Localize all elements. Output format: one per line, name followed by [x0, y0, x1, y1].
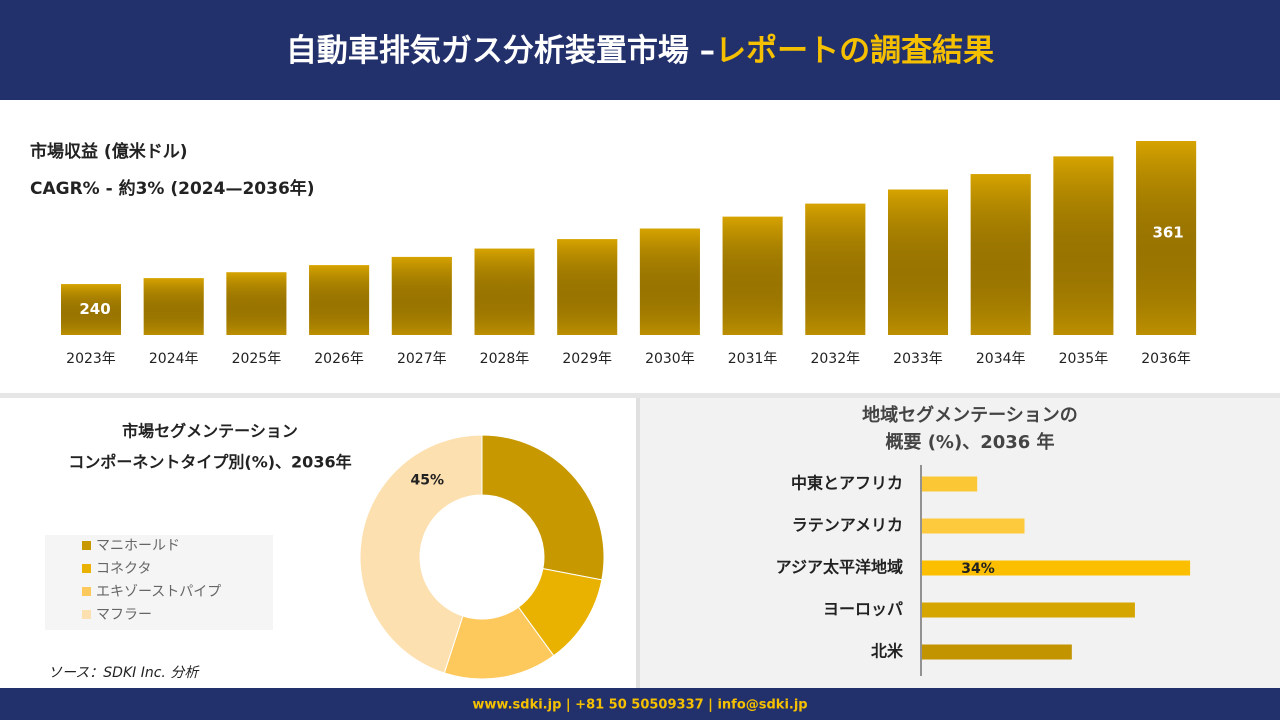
x-tick-label: 2024年: [149, 351, 199, 367]
y-tick-label: 中東とアフリカ: [791, 474, 903, 493]
hbar-subtitle: 概要 (%)、2036 年: [885, 431, 1054, 453]
legend-label: コネクタ: [96, 561, 151, 577]
donut-segment: [359, 434, 483, 674]
y-tick-label: 北米: [871, 642, 904, 661]
title-main: 自動車排気ガス分析装置市場 –: [286, 33, 715, 69]
x-tick-label: 2036年: [1141, 351, 1191, 367]
title-highlight: レポートの調査結果: [715, 33, 994, 69]
y-tick-label: ラテンアメリカ: [792, 516, 903, 535]
legend-swatch: [82, 587, 91, 596]
bar-shade: [61, 284, 121, 335]
legend-swatch: [82, 564, 91, 573]
bar-title: 市場収益 (億米ドル): [30, 141, 187, 162]
bar-shade: [888, 189, 948, 335]
bar-shade: [722, 216, 783, 335]
bar-shade: [309, 265, 370, 335]
header-title: 自動車排気ガス分析装置市場 –レポートの調査結果: [286, 33, 994, 69]
footer-bar: [0, 688, 1280, 720]
bar: [922, 560, 1191, 576]
x-tick-label: 2025年: [232, 351, 282, 367]
bar-shade: [1136, 141, 1197, 335]
x-tick-label: 2028年: [480, 351, 530, 367]
header-bar: [0, 0, 1280, 100]
x-tick-label: 2032年: [810, 351, 860, 367]
bar: [922, 518, 1025, 534]
x-tick-label: 2027年: [397, 351, 447, 367]
bar-shade: [1053, 156, 1114, 335]
x-tick-label: 2034年: [976, 351, 1026, 367]
pie-subtitle: コンポーネントタイプ別(%)、2036年: [68, 453, 351, 472]
legend-label: マフラー: [96, 607, 152, 623]
pie-title: 市場セグメンテーション: [122, 422, 298, 441]
x-tick-label: 2030年: [645, 351, 695, 367]
data-label: 361: [1152, 224, 1183, 242]
x-tick-label: 2033年: [893, 351, 943, 367]
bar-subtitle: CAGR% - 約3% (2024—2036年): [30, 178, 315, 199]
y-tick-label: ヨーロッパ: [823, 600, 903, 619]
x-tick-label: 2023年: [66, 351, 116, 367]
x-tick-label: 2031年: [728, 351, 778, 367]
hbar-title: 地域セグメンテーションの: [862, 404, 1078, 426]
x-tick-label: 2035年: [1059, 351, 1109, 367]
bar-shade: [970, 174, 1031, 335]
legend-swatch: [82, 541, 91, 550]
source: ソース：SDKI Inc. 分析: [48, 665, 200, 681]
x-tick-label: 2029年: [562, 351, 612, 367]
region-panel: [640, 398, 1280, 688]
x-tick-label: 2026年: [314, 351, 364, 367]
donut-segment: [481, 434, 605, 581]
divider: [0, 393, 1280, 398]
bar: [922, 602, 1135, 618]
bar-shade: [557, 239, 618, 335]
data-label: 240: [79, 300, 110, 318]
bar-shade: [226, 272, 287, 335]
bar: [922, 644, 1072, 660]
divider: [636, 398, 640, 688]
legend-label: エキゾーストパイプ: [96, 584, 221, 600]
legend-label: マニホールド: [96, 538, 180, 554]
legend-swatch: [82, 610, 91, 619]
bar-shade: [391, 256, 452, 335]
bar-shade: [639, 228, 700, 335]
bar-shade: [474, 248, 535, 335]
y-tick-label: アジア太平洋地域: [776, 558, 903, 577]
bar-shade: [143, 278, 204, 335]
bar-shade: [805, 203, 866, 335]
bar: [922, 476, 978, 492]
data-label: 34%: [961, 561, 995, 577]
data-label: 45%: [410, 473, 444, 489]
footer-contact: www.sdki.jp | +81 50 50509337 | info@sdk…: [472, 698, 807, 713]
